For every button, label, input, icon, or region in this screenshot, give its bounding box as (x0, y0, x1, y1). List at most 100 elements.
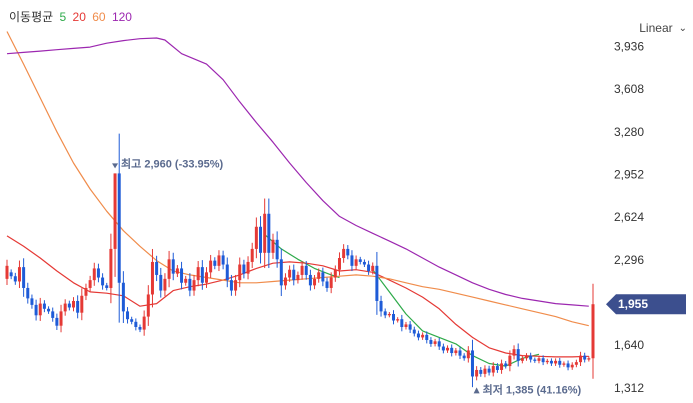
candle (321, 272, 325, 282)
candle (462, 355, 466, 359)
candle (549, 360, 553, 364)
candle (163, 278, 167, 291)
candle (533, 359, 537, 361)
candle (96, 268, 100, 278)
candle (84, 287, 88, 296)
candle (88, 280, 92, 288)
candle (234, 280, 238, 291)
candle (412, 329, 416, 334)
candle (80, 295, 84, 313)
candle (429, 340, 433, 344)
candle (525, 355, 529, 359)
candle (275, 239, 279, 260)
candle (504, 363, 508, 367)
candle (483, 368, 487, 374)
ma120-line (6, 37, 589, 307)
candle (454, 350, 458, 354)
candle (150, 261, 154, 295)
candle (583, 355, 587, 360)
y-tick-label: 1,640 (614, 338, 644, 352)
legend-title: 이동평균 (9, 10, 54, 24)
candle (562, 363, 566, 365)
candle (396, 319, 400, 321)
candle (188, 278, 192, 291)
candle (283, 277, 287, 286)
candle (437, 341, 441, 347)
candle (296, 274, 300, 281)
candle (142, 316, 146, 330)
candle (175, 268, 179, 274)
candle (375, 265, 379, 301)
candle (117, 173, 121, 283)
candle (362, 261, 366, 265)
candle (171, 259, 175, 274)
candle (59, 311, 63, 326)
candle (130, 319, 134, 322)
candle (446, 347, 450, 351)
candle (267, 213, 271, 253)
candle (342, 248, 346, 259)
candle (259, 226, 263, 253)
y-tick-label: 2,624 (614, 210, 644, 224)
low-annotation: 최저 1,385 (41.16%) (483, 382, 582, 396)
candle (138, 327, 142, 330)
candle (200, 267, 204, 283)
candle (225, 264, 229, 281)
candle (425, 334, 429, 341)
y-tick-label: 1,312 (614, 381, 644, 395)
candle (254, 226, 258, 249)
candle (155, 261, 159, 275)
candle (574, 362, 578, 365)
candle (146, 294, 150, 317)
candle (204, 272, 208, 283)
candle (308, 274, 312, 286)
candle (71, 300, 75, 308)
candle (159, 274, 163, 291)
candle (333, 269, 337, 278)
candle (192, 280, 196, 291)
candle (246, 261, 250, 274)
candle (475, 369, 479, 377)
candle (13, 276, 17, 282)
candle (466, 350, 470, 359)
candle (47, 308, 51, 312)
candle (113, 173, 117, 249)
candle (529, 355, 533, 360)
legend-item-ma20: 20 (72, 10, 86, 24)
y-tick-label: 3,608 (614, 82, 644, 96)
candle (329, 277, 333, 288)
candle (346, 248, 350, 256)
candle (566, 363, 570, 368)
legend-item-ma60: 60 (92, 10, 106, 24)
candle (209, 260, 213, 273)
candle (34, 304, 38, 316)
candle (570, 364, 574, 368)
scale-selector[interactable]: Linear ⌄ (639, 21, 687, 35)
candle (67, 303, 71, 308)
candle (55, 317, 59, 326)
candle (30, 298, 34, 305)
legend-item-ma5: 5 (59, 10, 67, 24)
candle (17, 267, 21, 282)
candle (238, 264, 242, 281)
candle (126, 311, 130, 320)
candle (383, 311, 387, 316)
candle (458, 350, 462, 356)
candle (22, 267, 26, 288)
candle (42, 303, 46, 309)
candle (300, 265, 304, 275)
current-price-tag (606, 294, 686, 315)
candle (325, 281, 329, 288)
candle (512, 349, 516, 356)
candle (92, 268, 96, 281)
candle (358, 259, 362, 262)
candle (5, 265, 9, 279)
candle (354, 259, 358, 266)
candle (392, 313, 396, 321)
candle (508, 355, 512, 367)
candle (263, 213, 267, 253)
candle (304, 265, 308, 275)
candle (279, 259, 283, 286)
candle (292, 269, 296, 281)
